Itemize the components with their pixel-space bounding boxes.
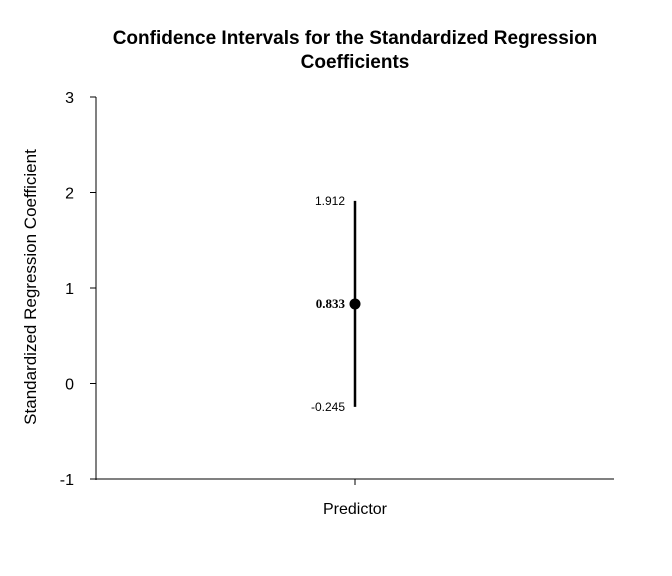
- y-tick-label: -1: [60, 472, 74, 489]
- chart-title: Confidence Intervals for the Standardize…: [113, 28, 598, 73]
- y-tick-label: 2: [65, 186, 74, 203]
- estimate-label: 0.833: [316, 296, 346, 311]
- estimate-point: [349, 298, 361, 310]
- y-tick-label: 3: [65, 90, 74, 107]
- chart-title-line-1: Confidence Intervals for the Standardize…: [113, 28, 598, 49]
- confidence-intervals: 1.912 0.833 -0.245: [311, 194, 361, 414]
- x-category-label: Predictor: [323, 501, 388, 518]
- upper-bound-label: 1.912: [315, 194, 345, 208]
- x-ticks: Predictor: [323, 479, 388, 518]
- y-tick-label: 0: [65, 377, 74, 394]
- y-axis-label: Standardized Regression Coefficient: [21, 149, 40, 425]
- y-ticks: -1 0 1 2 3: [60, 90, 96, 489]
- lower-bound-label: -0.245: [311, 400, 345, 414]
- y-tick-label: 1: [65, 281, 74, 298]
- chart-title-line-2: Coefficients: [301, 52, 410, 73]
